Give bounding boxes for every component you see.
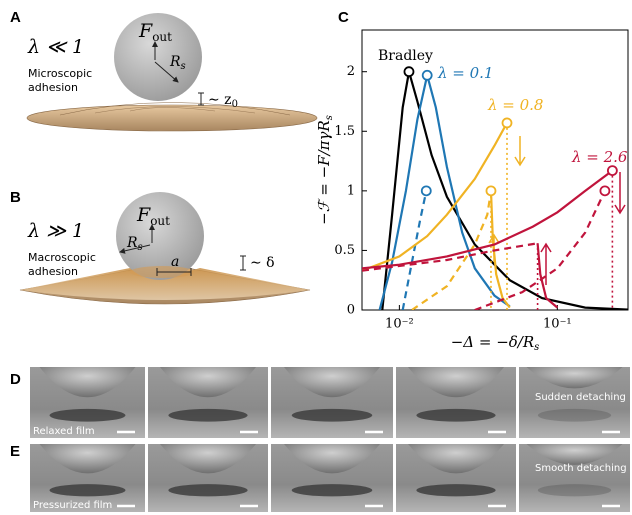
marker [608, 166, 617, 175]
panel-b: B λ ≫ 1 Macroscopic adhesion Fout Rs a ∼… [10, 189, 310, 304]
condition: λ ≫ 1 [27, 220, 84, 242]
figure: A λ ≪ 1 Microscopic adhesion Fout Rs ∼ z… [0, 0, 632, 515]
scale-bar [240, 256, 246, 270]
scale: ∼ z [208, 92, 232, 108]
series-line [362, 123, 507, 271]
sphere [114, 13, 202, 101]
radius-sub: s [181, 61, 186, 72]
photo-frame [519, 444, 630, 512]
panel-label: B [10, 189, 21, 206]
marker [502, 118, 511, 127]
x-tick-label: 10⁻² [385, 317, 414, 332]
photo-frame [396, 367, 516, 438]
contact-shadow [292, 409, 373, 422]
marker [600, 186, 609, 195]
force: F [136, 204, 151, 226]
caption: Relaxed film [33, 426, 95, 437]
y-axis-label: −ℱ = −F/πγRs [315, 115, 335, 225]
x-tick-label: 10⁻¹ [543, 317, 572, 332]
detach-arrow [615, 172, 625, 213]
panel-c: C −Δ = −δ/Rs −ℱ = −F/πγRs Bradley λ = 0.… [315, 9, 628, 353]
scale-sub: 0 [232, 99, 238, 110]
force-sub: out [152, 30, 172, 44]
regime: Microscopic [28, 67, 92, 80]
series-label: Bradley [378, 48, 433, 64]
contact-label: a [171, 254, 179, 270]
film [27, 105, 317, 131]
contact-shadow [416, 409, 495, 422]
caption: Smooth detaching [535, 463, 627, 474]
y-tick-label: 0.5 [334, 243, 355, 258]
panel-label: C [338, 9, 349, 26]
photo-frame [271, 444, 393, 512]
y-label: −ℱ = −F/πγR [315, 120, 333, 225]
marker [486, 186, 495, 195]
x-label-sub: s [534, 342, 539, 353]
force: F [138, 20, 153, 42]
panel-a: A λ ≪ 1 Microscopic adhesion Fout Rs ∼ z… [10, 9, 317, 131]
y-tick-label: 1.5 [334, 124, 355, 139]
scale-label: ∼ δ [250, 255, 275, 271]
radius: R [126, 235, 138, 251]
contact-shadow [168, 484, 247, 496]
contact-shadow [538, 484, 611, 496]
series-label: λ = 2.6 [571, 148, 628, 166]
panel-label: D [10, 371, 21, 388]
photo-frame [148, 444, 268, 512]
panel-label: E [10, 443, 20, 460]
contact-shadow [50, 484, 126, 496]
marker [422, 186, 431, 195]
series-label: λ = 0.8 [487, 96, 543, 114]
contact-shadow [292, 484, 373, 496]
y-tick-label: 2 [347, 64, 355, 79]
contact-shadow [538, 409, 611, 422]
contact-shadow [168, 409, 247, 422]
y-tick-label: 0 [347, 303, 355, 318]
contact-shadow [50, 409, 126, 422]
panel-label: A [10, 9, 21, 26]
marker [404, 67, 413, 76]
marker [423, 71, 432, 80]
radius-sub: s [138, 242, 143, 253]
contact-shadow [416, 484, 495, 496]
caption: Pressurized film [33, 500, 112, 511]
detach-arrow [515, 136, 525, 165]
series-label: λ = 0.1 [437, 64, 493, 82]
photo-panels: D E [10, 367, 630, 512]
photo-frame [396, 444, 516, 512]
regime: adhesion [28, 265, 78, 278]
scale-label: ∼ z0 [208, 92, 238, 110]
condition: λ ≪ 1 [27, 36, 84, 58]
x-axis-label: −Δ = −δ/Rs [451, 333, 540, 353]
regime: Macroscopic [28, 251, 96, 264]
caption: Sudden detaching [535, 392, 626, 403]
regime: adhesion [28, 81, 78, 94]
y-label-sub: s [324, 115, 335, 120]
y-tick-label: 1 [347, 183, 355, 198]
radius: R [169, 54, 181, 70]
x-label: −Δ = −δ/R [451, 333, 534, 351]
photo-frame [271, 367, 393, 438]
photo-frame [148, 367, 268, 438]
force-sub: out [150, 214, 170, 228]
